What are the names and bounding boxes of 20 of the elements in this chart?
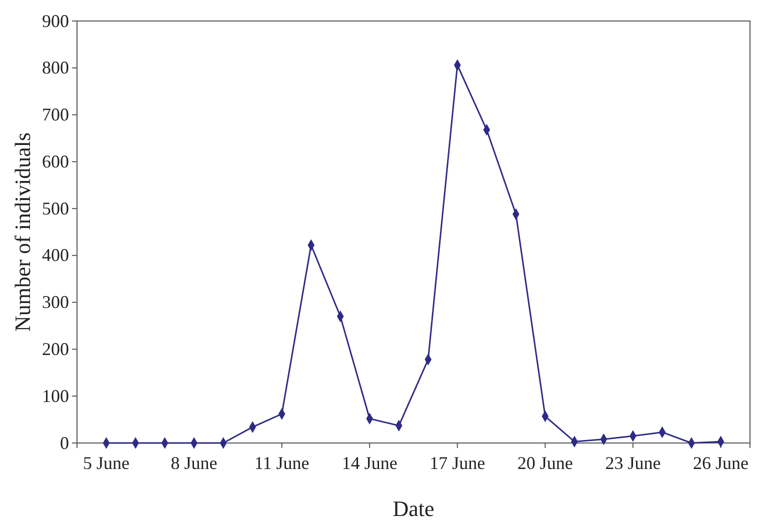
x-tick-label: 8 June: [170, 453, 218, 473]
x-tick-label: 26 June: [692, 453, 748, 473]
x-tick-label: 23 June: [605, 453, 661, 473]
x-tick-label: 5 June: [83, 453, 130, 473]
y-tick-label: 900: [42, 10, 69, 31]
x-tick-label: 20 June: [517, 453, 573, 473]
y-tick-label: 200: [42, 338, 69, 359]
y-tick-label: 600: [42, 151, 69, 172]
y-tick-label: 0: [60, 432, 69, 453]
x-axis-title: Date: [392, 496, 434, 521]
y-tick-label: 300: [42, 292, 69, 312]
y-tick-label: 700: [42, 104, 69, 125]
x-tick-label: 11 June: [254, 453, 310, 473]
x-tick-label: 17 June: [430, 453, 486, 473]
y-tick-label: 800: [42, 58, 69, 78]
y-tick-label: 100: [42, 386, 69, 406]
y-axis-title: Number of individuals: [10, 132, 35, 332]
x-tick-label: 14 June: [342, 453, 398, 473]
y-tick-label: 400: [42, 245, 69, 266]
y-tick-label: 500: [42, 198, 69, 218]
